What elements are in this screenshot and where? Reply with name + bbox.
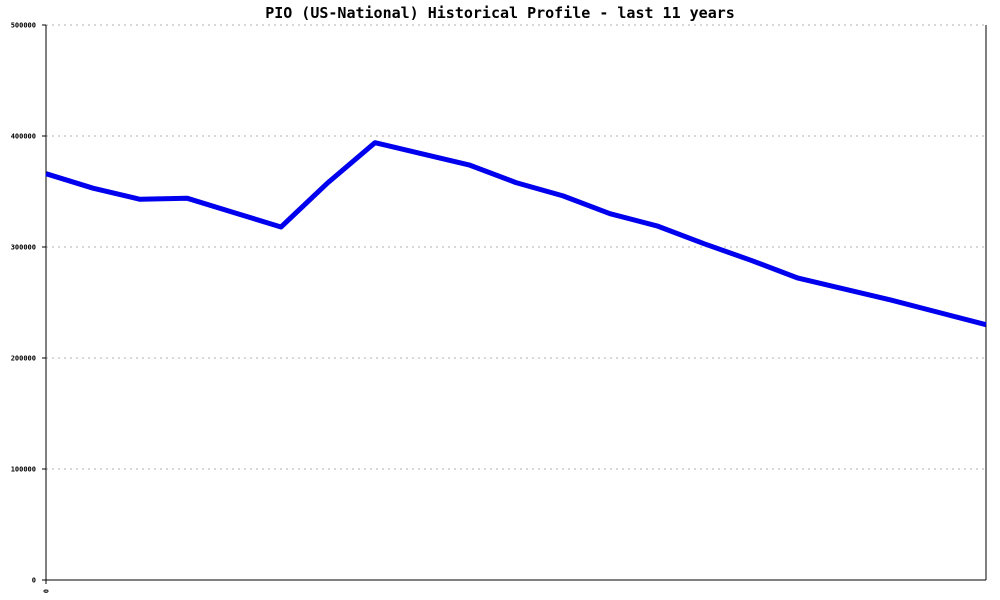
- y-tick-label: 0: [32, 577, 36, 585]
- y-tick-label: 200000: [11, 355, 36, 363]
- x-axis-ticks: 0: [43, 580, 51, 593]
- y-tick-label: 500000: [11, 22, 36, 30]
- y-tick-label: 400000: [11, 133, 36, 141]
- y-tick-label: 300000: [11, 244, 36, 252]
- series-line: [45, 140, 987, 328]
- x-tick-label: 0: [43, 589, 51, 593]
- y-axis-ticks: 0 100000 200000 300000 400000 500000: [11, 22, 46, 585]
- gridlines: [46, 24, 986, 470]
- y-tick-label: 100000: [11, 466, 36, 474]
- chart-title: PIO (US-National) Historical Profile - l…: [265, 4, 735, 22]
